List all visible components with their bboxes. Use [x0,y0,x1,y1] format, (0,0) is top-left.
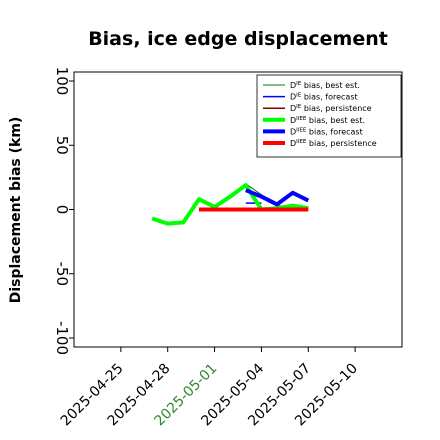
legend-label: DIE bias, forecast [290,93,358,102]
legend-label: DIIEE bias, best est. [290,116,365,125]
legend-label: DIE bias, persistence [290,104,372,113]
y-tick-label: -50 [53,262,71,287]
y-tick-label: -100 [53,321,71,355]
legend-label: DIIEE bias, persistence [290,139,377,148]
y-tick-label: 0 [53,205,71,215]
y-tick-label: 100 [53,67,71,96]
series-line-4 [245,188,310,207]
legend-label: DIIEE bias, forecast [290,127,363,136]
chart-title: Bias, ice edge displacement [88,28,388,50]
y-tick-label: 50 [53,136,71,155]
plot-area [151,183,310,226]
y-axis-label: Displacement bias (km) [8,117,24,304]
legend-label: DIE bias, best est. [290,81,360,90]
legend: DIE bias, best est. DIE bias, forecast DIE… [256,74,402,158]
series-line-3 [151,183,309,226]
